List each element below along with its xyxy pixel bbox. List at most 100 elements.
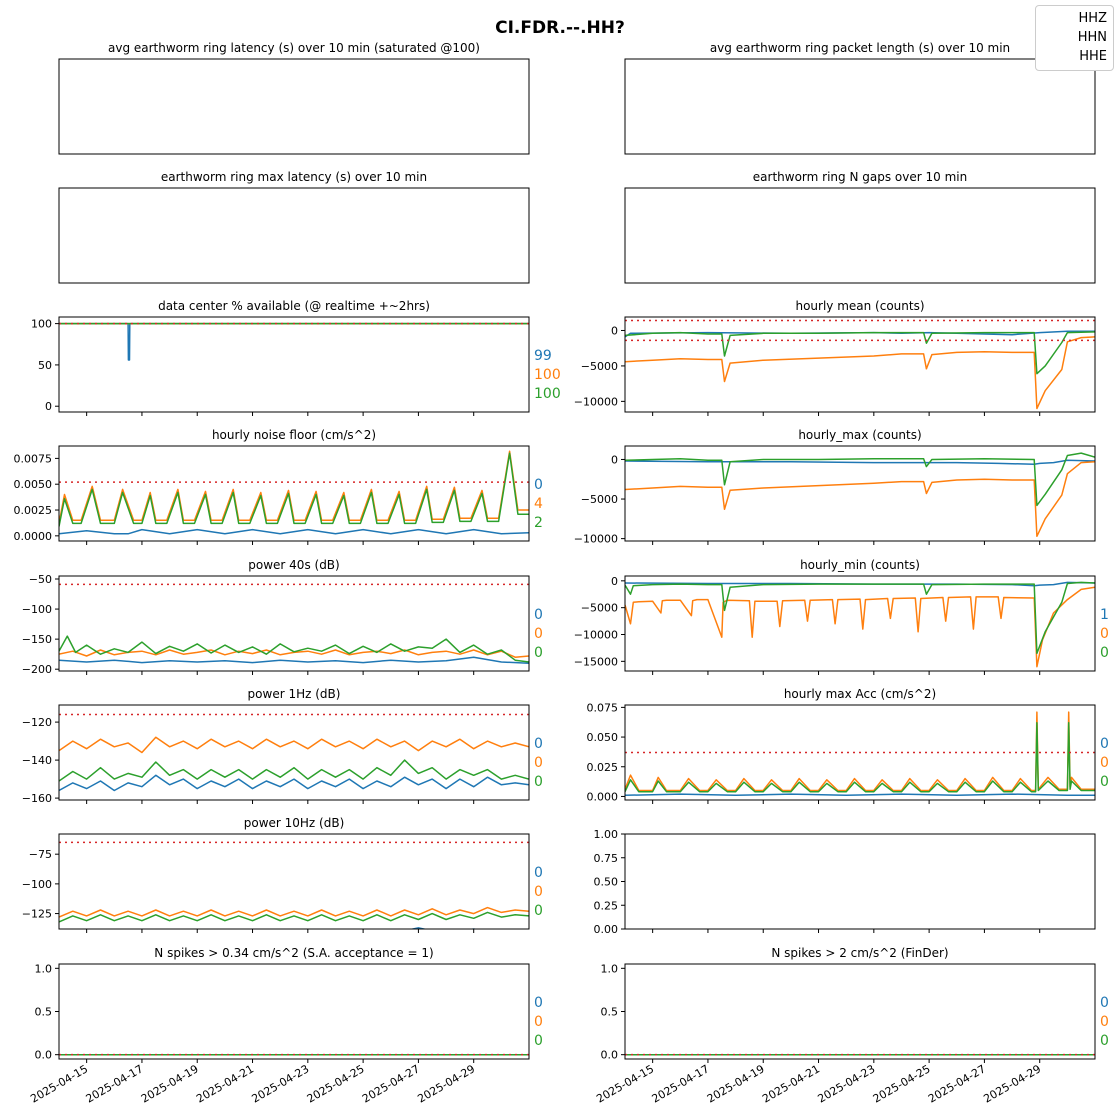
series-line-hhz	[59, 528, 529, 535]
y-tick-label: −15000	[574, 655, 618, 668]
panel-data	[59, 583, 529, 664]
side-label-hhz: 0	[534, 865, 543, 881]
plot-frame	[624, 445, 1096, 542]
y-tick-label: 0.025	[587, 761, 619, 774]
panel-title: avg earthworm ring latency (s) over 10 m…	[108, 41, 480, 55]
series-line-hhe	[625, 452, 1095, 507]
x-tick-label: 2025-04-21	[760, 1062, 822, 1105]
series-line-hhe	[625, 722, 1095, 793]
y-tick-label: 0.25	[594, 899, 619, 912]
y-tick-label: −100	[22, 603, 52, 616]
side-label-hhn: 0	[1100, 755, 1109, 771]
series-line-hhe	[59, 452, 529, 527]
side-label-hhn: 4	[534, 496, 543, 512]
x-tick-label: 2025-04-29	[415, 1062, 477, 1105]
y-tick-label: 0	[611, 575, 618, 588]
y-tick-label: 1.0	[35, 962, 53, 975]
side-label-hhz: 0	[534, 607, 543, 623]
panel-data	[59, 713, 529, 792]
panel-blank: 0.00 0.25 0.50 0.75 1.00	[594, 828, 1096, 936]
panel-availability: data center % available (@ realtime +~2h…	[31, 299, 561, 416]
panel-title: hourly max Acc (cm/s^2)	[784, 687, 936, 701]
series-line-hhz	[625, 330, 1095, 338]
y-tick-label: −50	[29, 573, 52, 586]
panel-spikes-034: N spikes > 0.34 cm/s^2 (S.A. acceptance …	[28, 946, 543, 1106]
side-label-hhz: 1	[1100, 607, 1109, 623]
y-tick-label: 0.0	[601, 1049, 619, 1062]
x-tick-label: 2025-04-29	[981, 1062, 1043, 1105]
series-line-hhz	[625, 793, 1095, 797]
y-tick-label: −75	[29, 848, 52, 861]
legend: HHZ HHN HHE	[1035, 5, 1114, 71]
x-tick-label: 2025-04-27	[360, 1062, 422, 1105]
plot-frame	[624, 316, 1096, 413]
side-label-hhz: 0	[534, 995, 543, 1011]
series-line-hhn	[625, 711, 1095, 792]
y-tick-label: −140	[22, 754, 52, 767]
panel-avg-packet-length: avg earthworm ring packet length (s) ove…	[624, 41, 1096, 155]
panel-title: hourly_max (counts)	[798, 428, 921, 442]
series-line-hhn	[625, 586, 1095, 668]
x-tick-label: 2025-04-23	[249, 1062, 311, 1105]
panel-spikes-2: N spikes > 2 cm/s^2 (FinDer) 0.0 0.5 1.0 202…	[594, 946, 1109, 1106]
panel-title: data center % available (@ realtime +~2h…	[158, 299, 430, 313]
y-tick-label: −160	[22, 792, 52, 805]
y-tick-label: 0.00	[594, 923, 619, 936]
series-line-hhn	[59, 906, 529, 918]
plot-frame	[624, 58, 1096, 155]
panel-avg-latency: avg earthworm ring latency (s) over 10 m…	[58, 41, 530, 155]
y-tick-label: −10000	[574, 533, 618, 546]
y-tick-label: −125	[22, 908, 52, 921]
panel-data	[625, 319, 1095, 410]
panel-noise-floor: hourly noise floor (cm/s^2) 0.0000 0.0025 0…	[14, 428, 543, 545]
series-line-hhz	[625, 459, 1095, 465]
side-label-hhz: 0	[1100, 736, 1109, 752]
side-label-hhn: 0	[534, 1014, 543, 1030]
y-tick-label: −5000	[581, 602, 618, 615]
x-tick-label: 2025-04-23	[815, 1062, 877, 1105]
side-label-hhe: 0	[1100, 1033, 1109, 1049]
panel-title: earthworm ring N gaps over 10 min	[753, 170, 967, 184]
side-label-hhe: 0	[534, 774, 543, 790]
y-tick-label: 0.50	[594, 876, 619, 889]
panel-title: power 10Hz (dB)	[244, 816, 345, 830]
panel-power-10hz: power 10Hz (dB) −75 −100 −125 0 0 0	[22, 816, 543, 933]
y-tick-label: −10000	[574, 629, 618, 642]
side-label-hhe: 2	[534, 515, 543, 531]
side-label-hhe: 0	[1100, 774, 1109, 790]
side-label-hhn: 0	[1100, 626, 1109, 642]
plot-frame	[624, 833, 1096, 930]
panel-hourly-min: hourly_min (counts) 0 −5000 −10000 −15000 1 0 0	[574, 558, 1109, 675]
plot-frame	[58, 575, 530, 672]
plot-frame	[58, 187, 530, 284]
panel-data	[59, 841, 529, 929]
x-tick-label: 2025-04-15	[28, 1062, 90, 1105]
x-tick-label: 2025-04-25	[305, 1062, 367, 1105]
y-tick-label: 50	[38, 359, 52, 372]
legend-entry-hhz: HHZ	[1078, 11, 1107, 26]
side-label-hhz: 99	[534, 348, 552, 364]
side-label-hhe: 0	[534, 1033, 543, 1049]
x-tick-label: 2025-04-21	[194, 1062, 256, 1105]
side-label-hhz: 0	[1100, 995, 1109, 1011]
y-tick-label: 0.0025	[14, 504, 53, 517]
y-tick-label: 0.0075	[14, 452, 53, 465]
panel-data	[59, 322, 529, 361]
series-line-hhe	[59, 635, 529, 663]
side-label-hhn: 0	[534, 755, 543, 771]
plot-frame	[58, 833, 530, 930]
y-tick-label: −100	[22, 878, 52, 891]
panel-data	[59, 450, 529, 535]
y-tick-label: 0.075	[587, 701, 619, 714]
panel-title: power 1Hz (dB)	[248, 687, 341, 701]
y-tick-label: 0	[611, 324, 618, 337]
figure-title: CI.FDR.--.HH?	[495, 18, 625, 38]
side-label-hhe: 0	[534, 903, 543, 919]
panel-title: hourly noise floor (cm/s^2)	[212, 428, 376, 442]
y-tick-label: 1.00	[594, 828, 619, 841]
side-label-hhn: 0	[534, 884, 543, 900]
plot-frame	[58, 58, 530, 155]
series-line-hhe	[625, 581, 1095, 655]
series-line-hhe	[59, 911, 529, 923]
side-label-hhz: 0	[534, 477, 543, 493]
